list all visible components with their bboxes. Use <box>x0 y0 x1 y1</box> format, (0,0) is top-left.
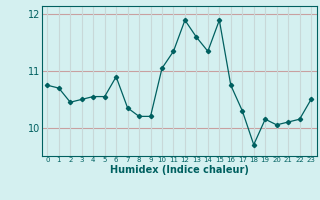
X-axis label: Humidex (Indice chaleur): Humidex (Indice chaleur) <box>110 165 249 175</box>
